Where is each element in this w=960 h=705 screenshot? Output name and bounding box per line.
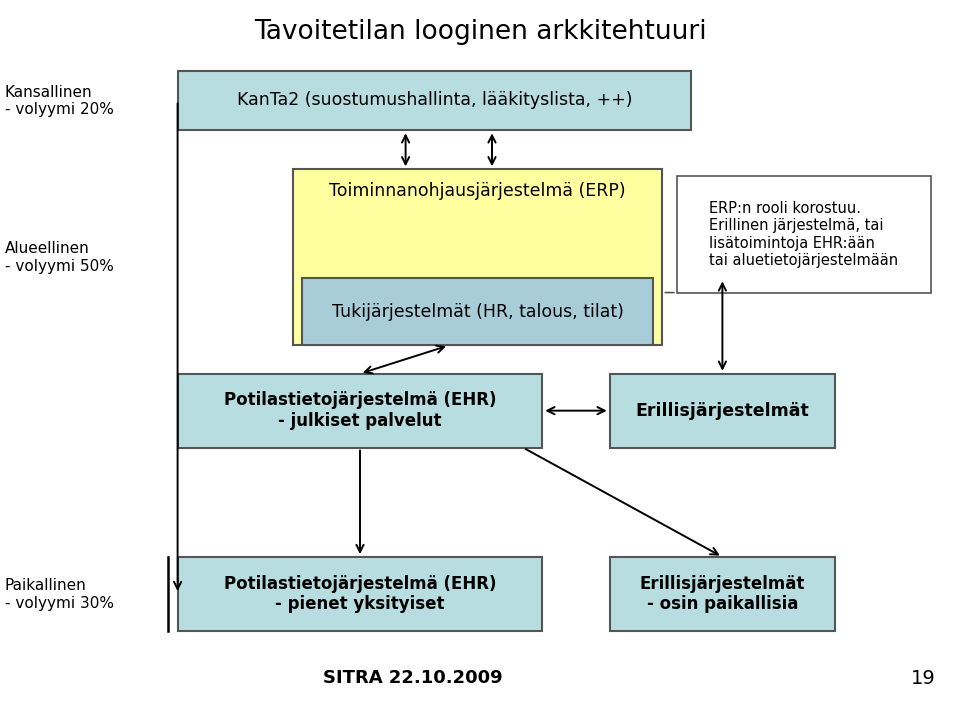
Text: SITRA 22.10.2009: SITRA 22.10.2009 [323,669,503,687]
Bar [178,70,691,130]
Bar [178,557,542,631]
Text: Tukijärjestelmät (HR, talous, tilat): Tukijärjestelmät (HR, talous, tilat) [331,303,624,321]
Bar [302,278,653,345]
Text: Tavoitetilan looginen arkkitehtuuri: Tavoitetilan looginen arkkitehtuuri [253,19,707,44]
Text: KanTa2 (suostumushallinta, lääkityslista, ++): KanTa2 (suostumushallinta, lääkityslista… [237,92,632,109]
Text: ERP:n rooli korostuu.
Erillinen järjestelmä, tai
lisätoimintoja EHR:ään
tai alue: ERP:n rooli korostuu. Erillinen järjeste… [709,201,899,268]
Text: Erillisjärjestelmät
- osin paikallisia: Erillisjärjestelmät - osin paikallisia [639,575,805,613]
Text: Kansallinen
- volyymi 20%: Kansallinen - volyymi 20% [5,85,113,117]
Bar [293,169,662,345]
Text: Potilastietojärjestelmä (EHR)
- pienet yksityiset: Potilastietojärjestelmä (EHR) - pienet y… [224,575,496,613]
Text: Erillisjärjestelmät: Erillisjärjestelmät [636,402,809,419]
Text: 19: 19 [911,669,936,687]
Text: Alueellinen
- volyymi 50%: Alueellinen - volyymi 50% [5,241,113,274]
Text: Paikallinen
- volyymi 30%: Paikallinen - volyymi 30% [5,578,114,611]
Bar [610,557,835,631]
Text: Toiminnanohjausjärjestelmä (ERP): Toiminnanohjausjärjestelmä (ERP) [329,182,626,200]
Bar [610,374,835,448]
Bar [178,374,542,448]
Text: Potilastietojärjestelmä (EHR)
- julkiset palvelut: Potilastietojärjestelmä (EHR) - julkiset… [224,391,496,430]
Bar [677,176,931,293]
